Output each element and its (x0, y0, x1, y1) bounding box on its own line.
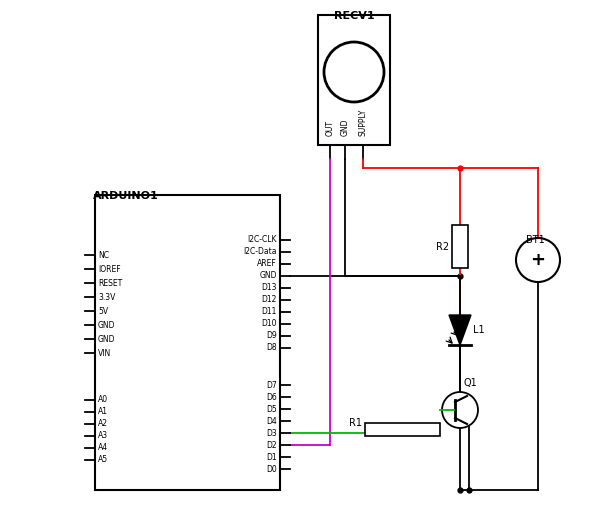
Text: RESET: RESET (98, 279, 122, 287)
Bar (365, 423, 440, 436)
Text: A5: A5 (98, 455, 108, 465)
Text: D8: D8 (266, 344, 277, 352)
Circle shape (516, 238, 560, 282)
Text: L1: L1 (473, 325, 485, 335)
Text: D13: D13 (262, 283, 277, 293)
Bar (318, 15, 390, 145)
Text: D7: D7 (266, 381, 277, 389)
Text: IOREF: IOREF (98, 265, 121, 273)
Text: D5: D5 (266, 404, 277, 414)
Text: D3: D3 (266, 428, 277, 438)
Text: +: + (530, 251, 545, 269)
Text: SUPPLY: SUPPLY (359, 109, 367, 136)
Text: D12: D12 (262, 296, 277, 304)
Text: D6: D6 (266, 392, 277, 402)
Text: GND: GND (98, 320, 115, 330)
Text: D10: D10 (262, 319, 277, 329)
Text: D2: D2 (266, 440, 277, 450)
Text: I2C-Data: I2C-Data (244, 248, 277, 256)
Text: A4: A4 (98, 443, 108, 453)
Text: GND: GND (341, 118, 349, 136)
Text: 5V: 5V (98, 306, 108, 316)
Text: D4: D4 (266, 417, 277, 425)
Bar (452, 225, 468, 268)
Text: R2: R2 (436, 242, 449, 251)
Text: GND: GND (260, 271, 277, 281)
Text: AREF: AREF (257, 260, 277, 268)
Text: D0: D0 (266, 465, 277, 473)
Text: A1: A1 (98, 407, 108, 417)
Text: ARDUINO1: ARDUINO1 (93, 191, 159, 201)
Text: GND: GND (98, 335, 115, 344)
Text: R1: R1 (349, 418, 362, 428)
Text: OUT: OUT (325, 120, 335, 136)
Text: NC: NC (98, 250, 109, 260)
Text: D11: D11 (262, 307, 277, 317)
Circle shape (442, 392, 478, 428)
Bar (95, 195, 280, 490)
Text: A0: A0 (98, 396, 108, 404)
Circle shape (324, 42, 384, 102)
Text: Q1: Q1 (463, 378, 477, 388)
Polygon shape (449, 315, 471, 345)
Text: VIN: VIN (98, 349, 111, 357)
Text: A3: A3 (98, 432, 108, 440)
Text: I2C-CLK: I2C-CLK (248, 235, 277, 245)
Text: BT1: BT1 (526, 235, 544, 245)
Text: D1: D1 (266, 453, 277, 461)
Text: 3.3V: 3.3V (98, 293, 115, 301)
Text: D9: D9 (266, 332, 277, 340)
Text: RECV1: RECV1 (334, 11, 374, 21)
Text: A2: A2 (98, 420, 108, 428)
